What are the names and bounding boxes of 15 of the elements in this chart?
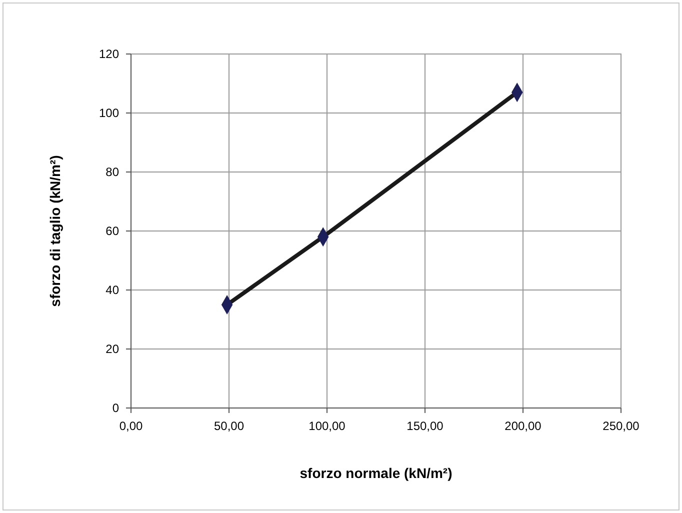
y-tick-label: 20	[106, 342, 120, 356]
x-tick-label: 50,00	[214, 419, 244, 433]
x-tick-label: 100,00	[308, 419, 346, 433]
y-tick-label: 100	[98, 106, 120, 120]
x-tick-label: 150,00	[406, 419, 444, 433]
x-axis-title: sforzo normale (kN/m²)	[300, 465, 452, 481]
y-tick-label: 80	[106, 165, 120, 179]
y-tick-label: 40	[106, 283, 120, 297]
x-tick-label: 200,00	[504, 419, 542, 433]
y-tick-label: 0	[112, 401, 120, 415]
y-tick-label: 60	[106, 224, 120, 238]
x-tick-label: 0,00	[119, 419, 143, 433]
y-tick-label: 120	[98, 47, 120, 61]
y-axis-title: sforzo di taglio (kN/m²)	[47, 155, 63, 307]
x-tick-label: 250,00	[602, 419, 640, 433]
